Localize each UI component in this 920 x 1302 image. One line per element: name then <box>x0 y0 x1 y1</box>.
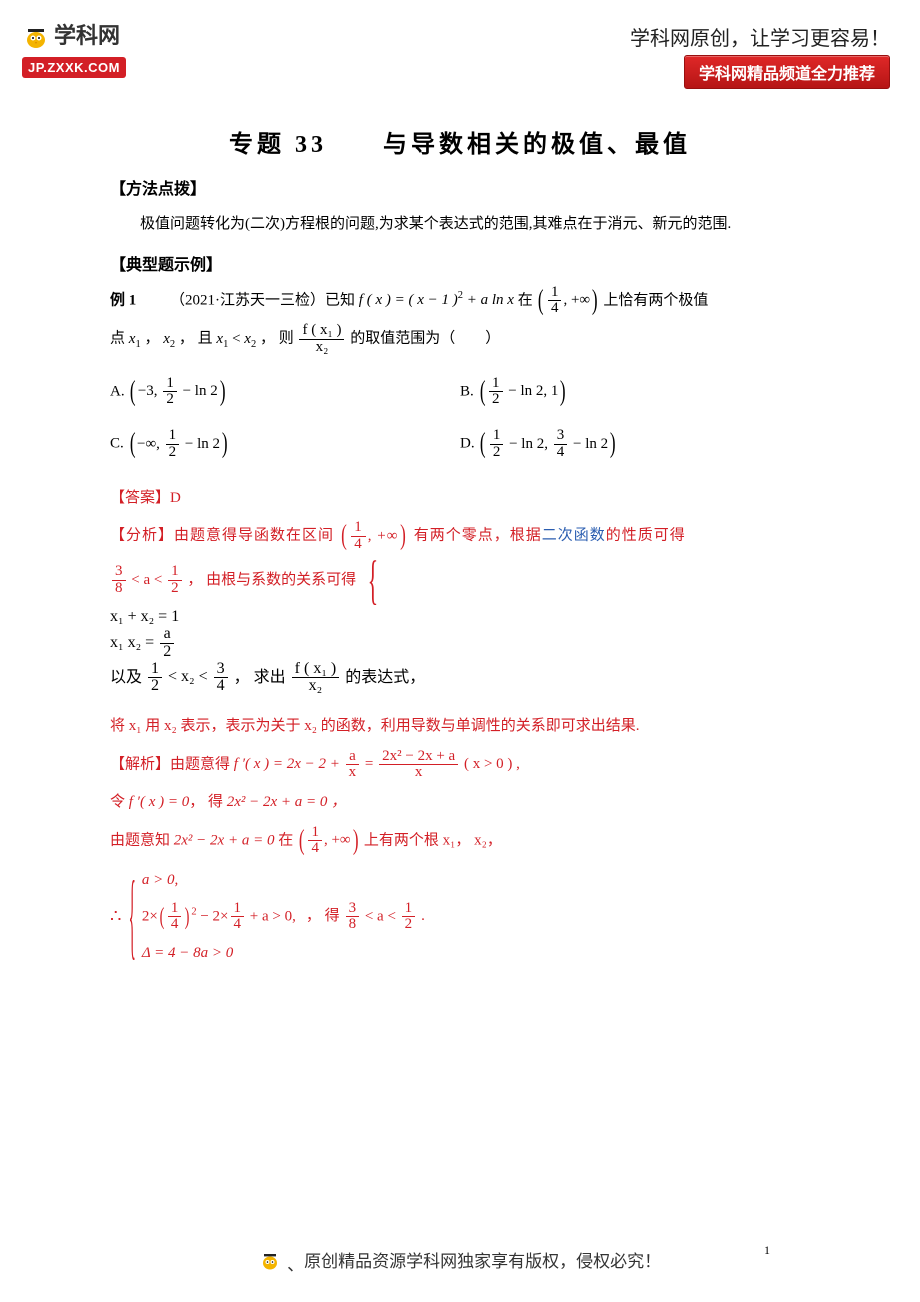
ex-tail: 上恰有两个极值 <box>603 292 708 308</box>
answer-line: 【答案】D <box>110 483 810 515</box>
options: A. (−3, 12 − ln 2) B. (12 − ln 2, 1) C. … <box>110 366 810 471</box>
solution-line-1: 【解析】由题意得 f ′( x ) = 2x − 2 + ax = 2x² − … <box>110 749 810 782</box>
option-C: C. (−∞, 12 − ln 2) <box>110 418 460 471</box>
link-quadratic[interactable]: 二次函数 <box>542 528 606 544</box>
solution-line-3: 由题意知 2x² − 2x + a = 0 在 (14, +∞) 上有两个根 x… <box>110 825 810 858</box>
page-title: 专题 33 与导数相关的极值、最值 <box>110 124 810 159</box>
header-slogan: 学科网原创，让学习更容易！ <box>630 22 890 51</box>
example-stem-1: 例 1 （2021·江苏天一三检）已知 f ( x ) = ( x − 1 )2… <box>110 285 810 318</box>
footer: 、原创精品资源学科网独家享有版权，侵权必究！ <box>0 1247 920 1276</box>
example-source: （2021·江苏天一三检）已知 <box>170 292 355 308</box>
option-D: D. (12 − ln 2, 34 − ln 2) <box>460 418 810 471</box>
analysis-line-3: 将 x₁ 用 x₂ 表示，表示为关于 x₂ 的函数，利用导数与单调性的关系即可求… <box>110 711 810 743</box>
solution-line-2: 令 f ′( x ) = 0， 得 2x² − 2x + a = 0 ， <box>110 787 810 819</box>
header-banner: 学科网精品频道全力推荐 <box>684 55 890 89</box>
example-interval: (14, +∞) <box>536 292 603 308</box>
owl-icon <box>22 24 50 55</box>
logo-url-box: JP.ZXXK.COM <box>22 57 126 78</box>
method-body: 极值问题转化为(二次)方程根的问题,为求某个表达式的范围,其难点在于消元、新元的… <box>110 209 810 241</box>
section-examples-heading: 【典型题示例】 <box>110 251 810 275</box>
example-stem-2: 点 x1 ， x2 ， 且 x1 < x2 ， 则 f ( x₁ )x₂ 的取值… <box>110 323 810 356</box>
option-A: A. (−3, 12 − ln 2) <box>110 366 460 419</box>
option-B: B. (12 − ln 2, 1) <box>460 366 810 419</box>
vieta-system: { <box>360 559 380 602</box>
header-right: 学科网原创，让学习更容易！ 学科网精品频道全力推荐 <box>630 22 890 89</box>
logo-row: 学科网 <box>22 18 162 55</box>
section-method-heading: 【方法点拨】 <box>110 175 810 199</box>
footer-owl-icon <box>259 1251 281 1276</box>
analysis-line-2: 38 < a < 12 ， 由根与系数的关系可得 { <box>110 559 810 602</box>
example-ratio: f ( x₁ )x₂ <box>297 323 346 356</box>
ex-zai: 在 <box>518 292 533 308</box>
analysis-line-1: 【分析】由题意得导函数在区间 (14, +∞) 有两个零点，根据二次函数的性质可… <box>110 520 810 553</box>
site-logo: 学科网 JP.ZXXK.COM <box>22 18 162 78</box>
page: 学科网 JP.ZXXK.COM 学科网原创，让学习更容易！ 学科网精品频道全力推… <box>0 0 920 1302</box>
footer-text: 原创精品资源学科网独家享有版权，侵权必究！ <box>304 1252 661 1271</box>
example-label: 例 1 <box>110 292 136 308</box>
example-fn: f ( x ) = ( x − 1 )2 + a ln x <box>359 292 518 308</box>
solution-system: ∴ { a > 0, 2×(14)2 − 2×14 + a > 0, Δ = 4… <box>110 863 810 971</box>
logo-text: 学科网 <box>54 23 120 48</box>
